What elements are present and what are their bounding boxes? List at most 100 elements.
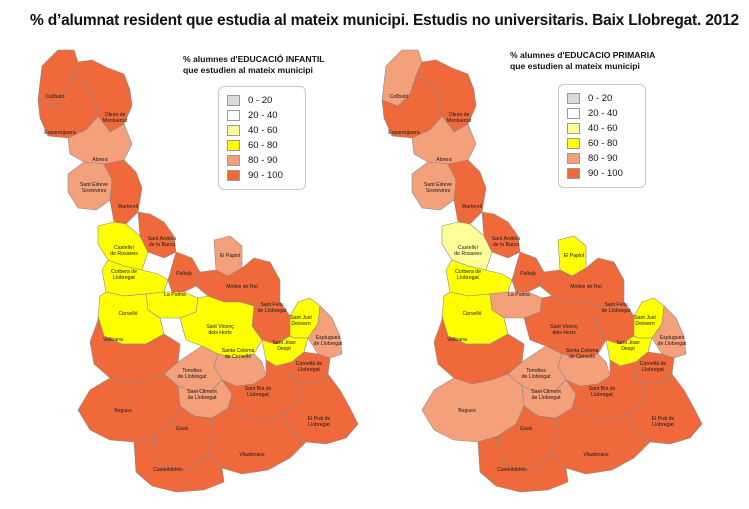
municipality-label: El Prat de Llobregat [308,416,331,428]
legend-swatch [227,110,240,121]
municipality-label: Esplugues de Llobregat [314,335,343,347]
municipality-label: Viladecans [583,452,609,458]
municipality-label: Sant Feliu de Llobregat [602,302,631,314]
municipality-label: Cervelló [118,311,137,317]
municipality-label: Sant Esteve Sesrovires [424,182,452,194]
municipality-abrera [67,115,133,165]
legend-item: 90 - 100 [227,168,297,183]
municipality-castelldefels [133,435,225,493]
legend-item: 40 - 60 [227,123,297,138]
legend-swatch [227,125,240,136]
legend-swatch [227,95,240,106]
legend-label: 20 - 40 [248,110,278,121]
legend-item: 90 - 100 [567,166,637,181]
legend-label: 20 - 40 [588,108,618,119]
municipality-castellvi-de-rosanes [97,221,149,271]
municipality-label: Pallejà [520,271,536,277]
municipality-label: Sant Just Desvern [634,315,656,327]
legend-item: 60 - 80 [567,136,637,151]
map-educacio-infantil: % alumnes d'EDUCACIÓ INFANTIL que estudi… [28,40,368,493]
legend-swatch [567,108,580,119]
municipality-label: Sant Climent de Llobregat [187,389,217,401]
municipality-label: Sant Andreu de la Barca [148,236,177,248]
legend-swatch [567,93,580,104]
municipality-label: Martorell [462,204,482,210]
municipality-olesa-de-montserrat [71,59,133,133]
municipality-label: Molins de Rei [570,284,601,290]
municipality-label: Esparreguera [44,130,76,136]
map-title-line1: % alumnes d'EDUCACIO PRIMARIA [510,50,656,60]
municipality-label: Corbera de Llobregat [455,269,481,281]
municipality-label: Viladecans [239,452,265,458]
legend-label: 60 - 80 [588,138,618,149]
municipality-label: Gavà [520,426,533,432]
legend-item: 40 - 60 [567,121,637,136]
municipality-label: Cornellà de Llobregat [296,361,323,373]
municipality-label: La Palma [508,292,530,298]
municipality-label: El Prat de Llobregat [652,416,675,428]
municipality-label: Begues [458,408,476,414]
map-title-line2: que estudien al mateix municipi [510,61,640,71]
municipality-label: Pallejà [176,271,192,277]
municipality-castellvi-de-rosanes [441,221,493,271]
legend-label: 0 - 20 [248,95,273,106]
municipality-label: Santa Coloma de Cervelló [566,348,599,360]
legend-swatch [567,153,580,164]
municipality-olesa-de-montserrat [415,59,477,133]
legend-swatch [567,123,580,134]
municipality-label: Molins de Rei [226,284,257,290]
municipality-label: Santa Coloma de Cervelló [222,348,255,360]
municipality-label: Sant Joan Despí [616,340,639,352]
municipality-label: Collbató [45,94,64,100]
legend-label: 90 - 100 [588,168,623,179]
municipality-label: Sant Just Desvern [290,315,312,327]
map-title: % alumnes d'EDUCACIO PRIMARIA que estudi… [510,50,655,72]
legend-label: 40 - 60 [248,125,278,136]
municipality-label: Sant Boi de Llobregat [245,386,272,398]
map-educacio-primaria: % alumnes d'EDUCACIO PRIMARIA que estudi… [372,40,712,493]
municipality-castelldefels [477,435,569,493]
municipality-label: Sant Feliu de Llobregat [258,302,287,314]
legend-item: 80 - 90 [567,151,637,166]
municipality-label: Sant Vicenç dels Horts [550,324,578,336]
municipality-sant-andreu-de-la-barca [481,211,521,259]
legend-item: 0 - 20 [227,93,297,108]
legend-item: 20 - 40 [227,108,297,123]
municipality-label: Abrera [436,157,452,163]
municipality-label: Sant Boi de Llobregat [589,386,616,398]
legend-swatch [567,138,580,149]
municipality-label: Sant Andreu de la Barca [492,236,521,248]
legend-item: 20 - 40 [567,106,637,121]
municipality-label: Sant Joan Despí [272,340,295,352]
municipality-label: Castelldefels [497,467,527,473]
municipality-label: Olesa de Montserrat [447,112,472,124]
choropleth-map: Collbató Esparreguera Olesa de Montserrat Ab… [381,49,703,493]
legend: 0 - 20 20 - 40 40 - 60 60 - 80 80 - 90 9… [218,86,306,190]
municipality-label: Castellví de Rosanes [110,245,138,257]
legend-label: 0 - 20 [588,93,613,104]
legend-item: 0 - 20 [567,91,637,106]
municipality-label: Collbató [389,94,408,100]
municipality-label: El Papiol [220,253,240,259]
municipality-label: Torrelles de Llobregat [522,368,551,380]
municipality-label: Martorell [118,204,138,210]
municipality-label: Abrera [92,157,108,163]
legend-label: 80 - 90 [248,155,278,166]
municipality-label: Vallirana [103,337,123,343]
municipality-label: Sant Climent de Llobregat [531,389,561,401]
municipality-label: Torrelles de Llobregat [178,368,207,380]
municipality-label: La Palma [164,292,186,298]
legend-label: 80 - 90 [588,153,618,164]
municipality-label: Corbera de Llobregat [111,269,137,281]
map-title-line2: que estudien al mateix municipi [183,65,313,75]
legend-item: 60 - 80 [227,138,297,153]
map-title: % alumnes d'EDUCACIÓ INFANTIL que estudi… [183,54,324,76]
municipality-martorell [447,159,487,225]
legend-swatch [227,140,240,151]
legend-label: 60 - 80 [248,140,278,151]
municipality-martorell [103,159,143,225]
legend: 0 - 20 20 - 40 40 - 60 60 - 80 80 - 90 9… [558,84,646,188]
choropleth-map: Collbató Esparreguera Olesa de Montserrat Ab… [37,49,359,493]
municipality-label: Esplugues de Llobregat [658,335,687,347]
municipality-label: Olesa de Montserrat [103,112,128,124]
